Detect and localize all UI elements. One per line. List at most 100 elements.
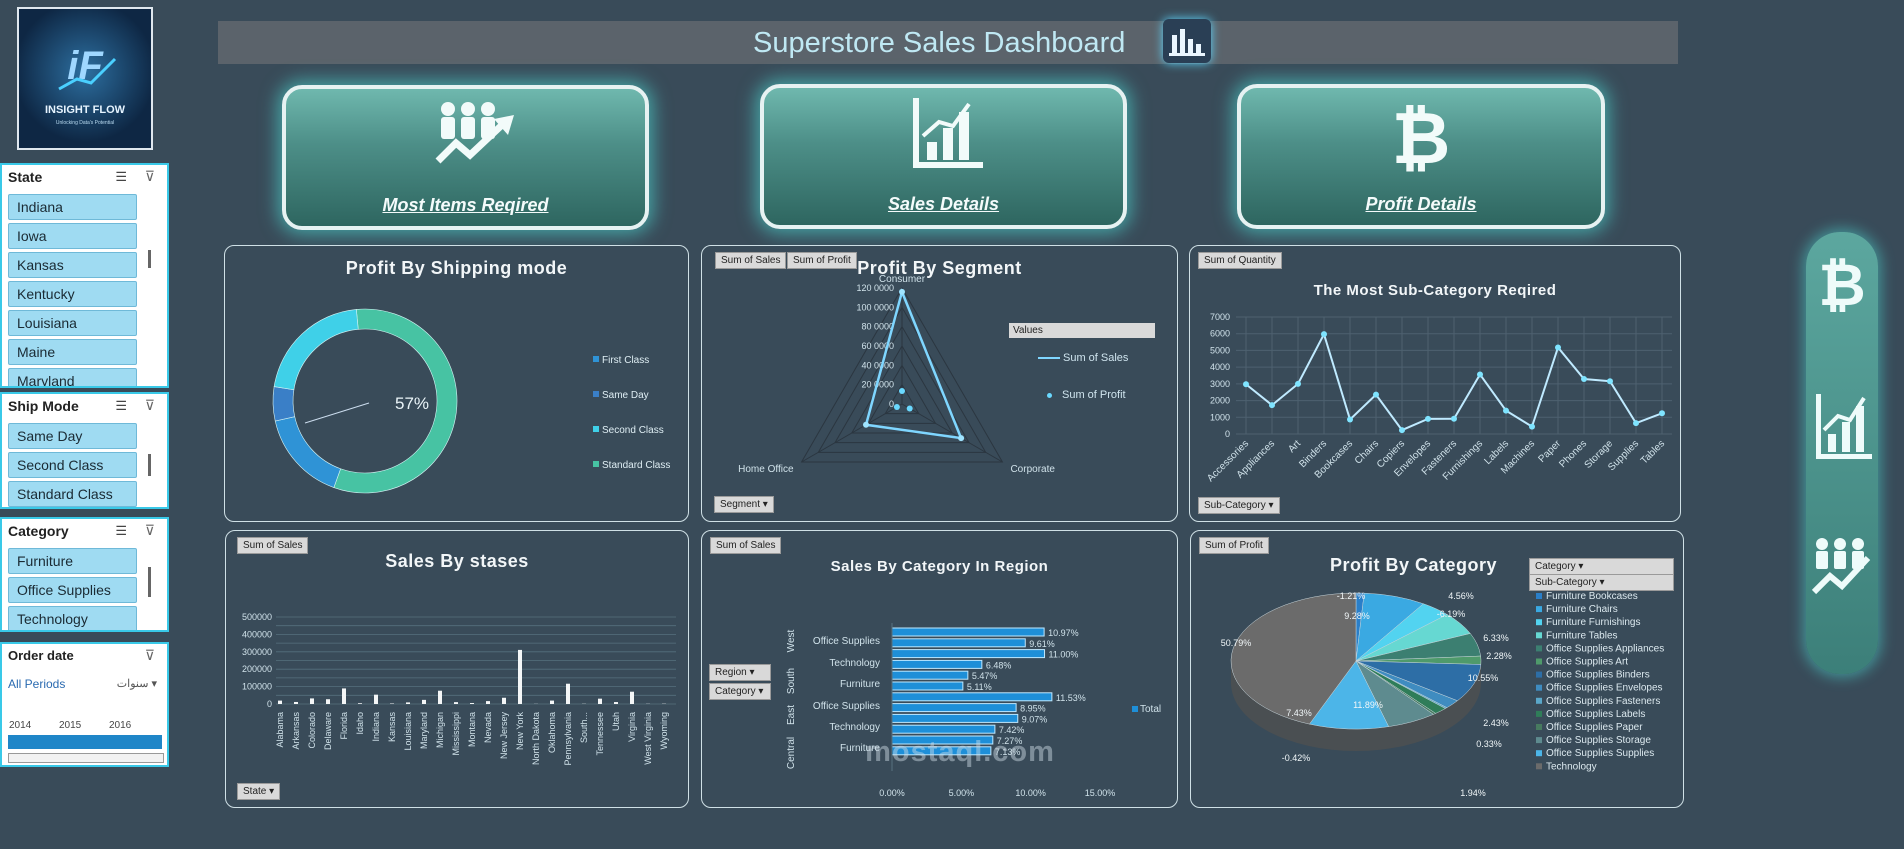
category-item[interactable]: Technology bbox=[8, 606, 137, 630]
clear-filter-icon[interactable]: ⊽ bbox=[144, 522, 155, 538]
state-item[interactable]: Kentucky bbox=[8, 281, 137, 307]
clear-filter-icon[interactable]: ⊽ bbox=[144, 397, 155, 413]
multi-select-icon[interactable]: ☰ bbox=[115, 169, 127, 184]
states-panel: Sum of Sales Sales By stases 0 100000 2000… bbox=[225, 530, 689, 808]
category-item[interactable]: Office Supplies bbox=[8, 577, 137, 603]
state-item[interactable]: Iowa bbox=[8, 223, 137, 249]
sales-point bbox=[899, 288, 905, 295]
ship-mode-scrollbar[interactable] bbox=[148, 454, 151, 476]
x-tick-label: Mississippi bbox=[451, 712, 461, 756]
profit-details-button[interactable]: ₿ Profit Details bbox=[1237, 84, 1605, 229]
subcategory-panel: Sum of Quantity The Most Sub-Category Re… bbox=[1189, 245, 1681, 522]
bar-chart-icon bbox=[1163, 19, 1211, 63]
radar-tick-label: 100 0000 bbox=[856, 302, 894, 312]
timeline-scrollbar[interactable] bbox=[8, 753, 164, 763]
subcategory-dropdown[interactable]: Sub-Category bbox=[1529, 574, 1674, 591]
timeline-bar[interactable] bbox=[8, 735, 162, 749]
state-item[interactable]: Louisiana bbox=[8, 310, 137, 336]
row-label: Technology bbox=[829, 722, 880, 733]
quantity-point bbox=[1529, 423, 1535, 430]
ship-mode-slicer-header: Ship Mode ☰ ⊽ bbox=[2, 394, 167, 420]
x-tick-label: North Dakota bbox=[531, 712, 541, 765]
region-bar bbox=[891, 638, 1026, 648]
category-scrollbar[interactable] bbox=[148, 567, 151, 597]
data-label: 2.43% bbox=[1483, 718, 1509, 728]
legend-label: Office Supplies Binders bbox=[1546, 670, 1650, 681]
category-dropdown[interactable]: Category bbox=[1529, 558, 1674, 575]
region-bar bbox=[891, 659, 983, 669]
donut-center-label: 57% bbox=[395, 394, 429, 413]
quantity-point bbox=[1451, 415, 1457, 422]
x-tick-label: New Jersey bbox=[499, 712, 509, 760]
legend-label: Furniture Bookcases bbox=[1546, 591, 1638, 602]
state-bar bbox=[326, 699, 330, 704]
most-items-button[interactable]: Most Items Reqired bbox=[282, 85, 649, 230]
sum-of-sales-tag[interactable]: Sum of Sales bbox=[715, 252, 787, 269]
state-slicer-title: State bbox=[8, 169, 43, 185]
category-slicer-title: Category bbox=[8, 523, 69, 539]
category-item[interactable]: Furniture bbox=[8, 548, 137, 574]
region-bar bbox=[891, 703, 1017, 713]
region-dropdown[interactable]: Region bbox=[709, 664, 771, 681]
legend-label: Standard Class bbox=[602, 460, 670, 471]
state-item[interactable]: Maine bbox=[8, 339, 137, 365]
y-tick-label: 3000 bbox=[1210, 379, 1230, 389]
data-label: 5.47% bbox=[972, 671, 998, 681]
legend-marker bbox=[1536, 697, 1542, 704]
data-label: 2.28% bbox=[1486, 651, 1512, 661]
sales-details-button[interactable]: Sales Details bbox=[760, 84, 1127, 229]
radar-grid bbox=[817, 306, 987, 453]
multi-select-icon[interactable]: ☰ bbox=[115, 523, 127, 538]
category-dropdown[interactable]: Category bbox=[709, 683, 771, 700]
sales-point bbox=[863, 421, 870, 428]
region-label: Central bbox=[786, 737, 797, 769]
state-dropdown[interactable]: State bbox=[237, 783, 281, 800]
sum-of-quantity-tag[interactable]: Sum of Quantity bbox=[1198, 252, 1282, 269]
x-tick-label: Nevada bbox=[483, 712, 493, 743]
legend-marker bbox=[593, 356, 599, 362]
x-tick-label: Indiana bbox=[371, 712, 381, 742]
growth-chart-icon[interactable] bbox=[1806, 394, 1878, 474]
x-tick-label: Alabama bbox=[275, 712, 285, 748]
period-unit-dropdown[interactable]: سنوات ▾ bbox=[116, 678, 157, 690]
clear-filter-icon[interactable]: ⊽ bbox=[144, 168, 155, 184]
data-label: 1.94% bbox=[1460, 788, 1486, 798]
ship-mode-item[interactable]: Same Day bbox=[8, 423, 137, 449]
people-growth-icon[interactable] bbox=[1806, 532, 1878, 612]
region-label: West bbox=[786, 629, 797, 652]
legend-marker bbox=[1536, 737, 1542, 744]
sum-of-sales-tag[interactable]: Sum of Sales bbox=[710, 537, 782, 554]
y-tick-label: 2000 bbox=[1210, 396, 1230, 406]
sum-of-sales-tag[interactable]: Sum of Sales bbox=[237, 537, 309, 554]
state-item[interactable]: Indiana bbox=[8, 194, 137, 220]
quantity-point bbox=[1347, 416, 1353, 423]
clear-filter-icon[interactable]: ⊽ bbox=[144, 647, 155, 663]
state-item[interactable]: Kansas bbox=[8, 252, 137, 278]
sum-of-profit-tag[interactable]: Sum of Profit bbox=[787, 252, 857, 269]
multi-select-icon[interactable]: ☰ bbox=[115, 398, 127, 413]
state-bar bbox=[342, 688, 346, 704]
y-tick-label: 0 bbox=[267, 699, 272, 709]
x-tick-label: Virginia bbox=[627, 712, 637, 742]
x-tick-label: Michigan bbox=[435, 712, 445, 748]
data-label: -1.21% bbox=[1337, 591, 1366, 601]
state-item[interactable]: Maryland bbox=[8, 368, 137, 386]
ship-mode-item[interactable]: Second Class bbox=[8, 452, 137, 478]
sum-of-profit-tag[interactable]: Sum of Profit bbox=[1199, 537, 1269, 554]
states-bar-chart: 0 100000 200000 300000 400000 500000 Alabama Ar… bbox=[242, 612, 676, 766]
pie-slice bbox=[1230, 592, 1357, 725]
subcategory-dropdown[interactable]: Sub-Category bbox=[1198, 497, 1280, 514]
segment-dropdown[interactable]: Segment bbox=[714, 496, 774, 513]
radar-category-label: Corporate bbox=[1010, 464, 1055, 475]
ship-mode-item[interactable]: Standard Class bbox=[8, 481, 137, 507]
state-bar bbox=[374, 694, 378, 704]
radar-tick-label: 40 0000 bbox=[861, 360, 894, 370]
quantity-point bbox=[1243, 381, 1249, 388]
profit-details-label: Profit Details bbox=[1365, 194, 1477, 214]
panel-title: Sales By stases bbox=[385, 551, 529, 571]
x-tick-label: Montana bbox=[467, 712, 477, 747]
x-tick-label: Pennsylvania bbox=[563, 712, 573, 766]
bitcoin-icon[interactable]: ₿ bbox=[1818, 253, 1866, 318]
state-scrollbar[interactable] bbox=[148, 250, 151, 268]
state-bar bbox=[598, 698, 602, 704]
